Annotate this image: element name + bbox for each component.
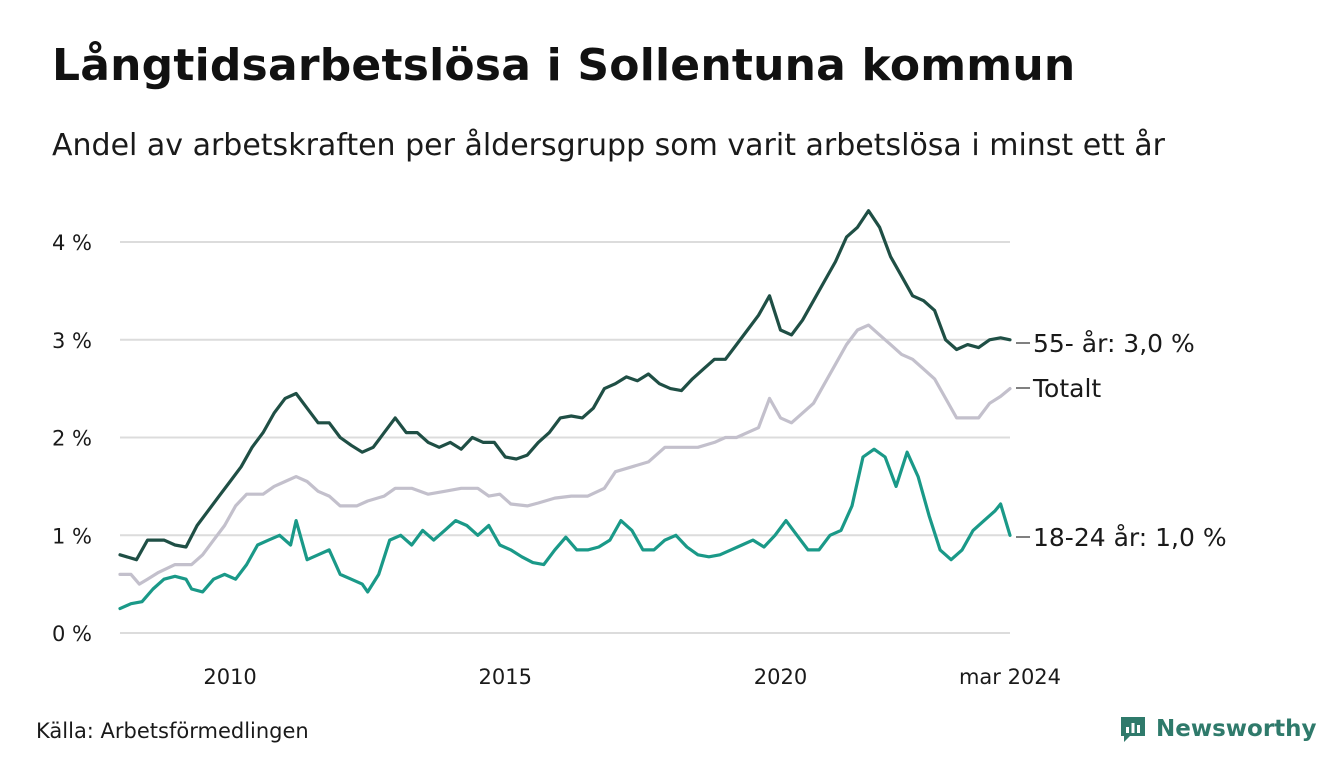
- x-tick-label: 2015: [479, 665, 532, 689]
- newsworthy-logo: Newsworthy: [1118, 714, 1317, 744]
- y-tick-label: 1 %: [52, 524, 92, 548]
- series-line-total: [118, 323, 1012, 586]
- x-tick-label: mar 2024: [959, 665, 1061, 689]
- y-axis-tick-labels: 0 % 1 % 2 % 3 % 4 %: [52, 231, 92, 646]
- series-line-older: [118, 209, 1012, 562]
- series-lines: [118, 209, 1012, 611]
- x-axis-tick-labels: 2010 2015 2020 mar 2024: [203, 665, 1061, 689]
- series-end-label-total: Totalt: [1032, 374, 1101, 403]
- chart-subtitle: Andel av arbetskraften per åldersgrupp s…: [52, 128, 1165, 163]
- newsworthy-logo-icon: [1121, 717, 1145, 742]
- y-tick-label: 0 %: [52, 622, 92, 646]
- series-line-young: [118, 447, 1012, 611]
- series-end-label-young: 18-24 år: 1,0 %: [1033, 523, 1227, 552]
- line-chart: 0 % 1 % 2 % 3 % 4 % 2010 2015 2020 mar 2024 55-…: [52, 209, 1227, 689]
- y-tick-label: 4 %: [52, 231, 92, 255]
- newsworthy-brand-name: Newsworthy: [1156, 716, 1317, 742]
- x-tick-label: 2020: [754, 665, 807, 689]
- x-tick-label: 2010: [203, 665, 256, 689]
- grid-lines: [120, 241, 1010, 634]
- y-tick-label: 2 %: [52, 427, 92, 451]
- chart-title: Långtidsarbetslösa i Sollentuna kommun: [52, 40, 1076, 91]
- series-end-label-older: 55- år: 3,0 %: [1033, 329, 1195, 358]
- source-note: Källa: Arbetsförmedlingen: [36, 719, 309, 743]
- y-tick-label: 3 %: [52, 329, 92, 353]
- series-end-labels: 55- år: 3,0 % Totalt 18-24 år: 1,0 %: [1016, 329, 1227, 552]
